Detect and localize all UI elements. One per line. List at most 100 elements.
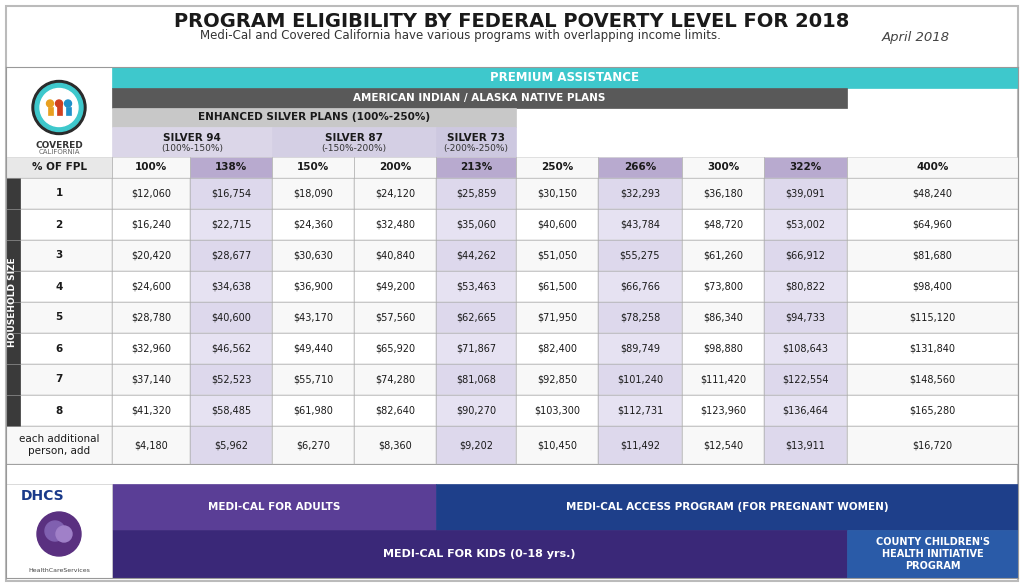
Bar bbox=[354, 209, 436, 240]
Text: 100%: 100% bbox=[135, 163, 167, 173]
Bar bbox=[516, 302, 598, 333]
Circle shape bbox=[32, 80, 86, 134]
Circle shape bbox=[40, 89, 78, 127]
Bar bbox=[190, 395, 272, 426]
Text: $148,560: $148,560 bbox=[909, 375, 955, 384]
Text: $39,091: $39,091 bbox=[785, 188, 825, 198]
Text: $53,463: $53,463 bbox=[456, 282, 496, 292]
Bar bbox=[6, 67, 112, 484]
Bar bbox=[764, 178, 847, 209]
Text: 250%: 250% bbox=[541, 163, 573, 173]
Circle shape bbox=[45, 521, 65, 541]
Text: 322%: 322% bbox=[790, 163, 821, 173]
Bar bbox=[682, 209, 764, 240]
Bar bbox=[6, 333, 112, 364]
Bar bbox=[112, 484, 436, 530]
Text: MEDI-CAL FOR KIDS (0-18 yrs.): MEDI-CAL FOR KIDS (0-18 yrs.) bbox=[383, 549, 575, 559]
Bar bbox=[847, 395, 1018, 426]
Text: Medi-Cal and Covered California have various programs with overlapping income li: Medi-Cal and Covered California have var… bbox=[200, 29, 721, 42]
Bar bbox=[598, 271, 682, 302]
Bar bbox=[272, 426, 354, 464]
Text: 138%: 138% bbox=[215, 163, 247, 173]
Text: PREMIUM ASSISTANCE: PREMIUM ASSISTANCE bbox=[490, 71, 640, 84]
Bar bbox=[764, 426, 847, 464]
Text: $34,638: $34,638 bbox=[211, 282, 251, 292]
Bar bbox=[112, 364, 190, 395]
Text: $11,492: $11,492 bbox=[620, 440, 660, 450]
Bar bbox=[436, 302, 516, 333]
Text: $71,950: $71,950 bbox=[537, 312, 578, 322]
Text: MEDI-CAL ACCESS PROGRAM (FOR PREGNANT WOMEN): MEDI-CAL ACCESS PROGRAM (FOR PREGNANT WO… bbox=[565, 502, 888, 512]
Circle shape bbox=[56, 526, 72, 542]
Text: $43,170: $43,170 bbox=[293, 312, 333, 322]
Text: $16,240: $16,240 bbox=[131, 220, 171, 230]
Bar bbox=[112, 108, 516, 127]
Text: $43,784: $43,784 bbox=[620, 220, 660, 230]
Bar bbox=[112, 530, 847, 578]
Text: $49,200: $49,200 bbox=[375, 282, 415, 292]
Bar bbox=[272, 209, 354, 240]
Bar bbox=[847, 209, 1018, 240]
Text: April 2018: April 2018 bbox=[882, 31, 950, 44]
Bar bbox=[272, 178, 354, 209]
Text: AMERICAN INDIAN / ALASKA NATIVE PLANS: AMERICAN INDIAN / ALASKA NATIVE PLANS bbox=[353, 93, 605, 103]
Bar bbox=[112, 209, 190, 240]
Bar bbox=[272, 240, 354, 271]
Text: $136,464: $136,464 bbox=[782, 406, 828, 416]
Text: $32,960: $32,960 bbox=[131, 343, 171, 353]
Text: $28,677: $28,677 bbox=[211, 251, 251, 261]
Bar bbox=[6, 157, 112, 178]
Text: $48,720: $48,720 bbox=[702, 220, 743, 230]
Bar bbox=[682, 302, 764, 333]
Bar bbox=[354, 240, 436, 271]
Text: each additional
person, add: each additional person, add bbox=[18, 434, 99, 456]
Bar bbox=[598, 178, 682, 209]
Bar bbox=[682, 333, 764, 364]
Bar bbox=[764, 209, 847, 240]
Bar bbox=[6, 178, 20, 426]
Bar bbox=[598, 302, 682, 333]
Text: $101,240: $101,240 bbox=[616, 375, 664, 384]
Text: $13,911: $13,911 bbox=[785, 440, 825, 450]
Text: $32,480: $32,480 bbox=[375, 220, 415, 230]
Bar bbox=[764, 302, 847, 333]
Text: 5: 5 bbox=[55, 312, 62, 322]
Bar bbox=[682, 178, 764, 209]
Bar bbox=[682, 271, 764, 302]
Bar bbox=[516, 395, 598, 426]
Text: $53,002: $53,002 bbox=[785, 220, 825, 230]
Bar bbox=[598, 426, 682, 464]
Text: CALIFORNIA: CALIFORNIA bbox=[38, 149, 80, 155]
Bar bbox=[436, 271, 516, 302]
Text: $37,140: $37,140 bbox=[131, 375, 171, 384]
Text: $66,912: $66,912 bbox=[785, 251, 825, 261]
Text: $122,554: $122,554 bbox=[782, 375, 828, 384]
Bar bbox=[598, 364, 682, 395]
Text: $12,540: $12,540 bbox=[702, 440, 743, 450]
Bar bbox=[6, 426, 112, 464]
Text: 8: 8 bbox=[55, 406, 62, 416]
Bar bbox=[112, 88, 847, 108]
Text: $44,262: $44,262 bbox=[456, 251, 496, 261]
Bar bbox=[6, 240, 112, 271]
Text: (-150%-200%): (-150%-200%) bbox=[322, 144, 387, 153]
Bar bbox=[190, 302, 272, 333]
Bar bbox=[66, 106, 71, 114]
Text: $66,766: $66,766 bbox=[620, 282, 660, 292]
Bar bbox=[516, 271, 598, 302]
Text: SILVER 87: SILVER 87 bbox=[325, 133, 383, 143]
Bar bbox=[354, 302, 436, 333]
Bar bbox=[436, 333, 516, 364]
Text: $36,180: $36,180 bbox=[703, 188, 743, 198]
Text: $61,500: $61,500 bbox=[537, 282, 577, 292]
Bar bbox=[6, 178, 112, 209]
Text: $22,715: $22,715 bbox=[211, 220, 251, 230]
Bar bbox=[190, 364, 272, 395]
Circle shape bbox=[55, 100, 62, 107]
Text: 6: 6 bbox=[55, 343, 62, 353]
Bar bbox=[764, 271, 847, 302]
Text: $61,260: $61,260 bbox=[703, 251, 743, 261]
Text: 266%: 266% bbox=[624, 163, 656, 173]
Text: $8,360: $8,360 bbox=[378, 440, 412, 450]
Bar bbox=[112, 67, 1018, 88]
